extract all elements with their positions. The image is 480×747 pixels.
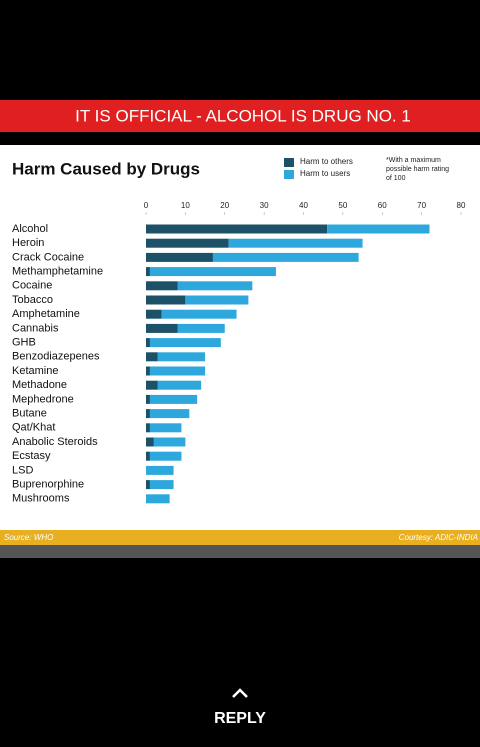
y-tick-label: Methadone bbox=[12, 379, 67, 391]
legend-swatch bbox=[284, 170, 294, 179]
y-tick-label: Mushrooms bbox=[12, 493, 70, 505]
y-tick-label: Anabolic Steroids bbox=[12, 436, 98, 448]
bar-segment bbox=[146, 252, 213, 262]
bar-segment bbox=[153, 437, 186, 447]
bar-segment bbox=[146, 352, 158, 362]
y-tick-label: Alcohol bbox=[12, 223, 48, 235]
bar-segment bbox=[161, 309, 237, 319]
bar-segment bbox=[146, 465, 174, 475]
bar-segment bbox=[327, 224, 430, 234]
bar-segment bbox=[149, 267, 276, 277]
bar-segment bbox=[149, 366, 206, 376]
bar-segment bbox=[149, 480, 174, 490]
chart-title: Harm Caused by Drugs bbox=[12, 159, 200, 178]
y-tick-label: Amphetamine bbox=[12, 308, 80, 320]
note: of 100 bbox=[386, 175, 406, 182]
bar-segment bbox=[149, 409, 190, 419]
courtesy: Courtesy: ADIC-INDIA bbox=[399, 533, 478, 542]
bar-segment bbox=[146, 224, 328, 234]
bar-segment bbox=[146, 309, 162, 319]
y-tick-label: Ketamine bbox=[12, 365, 58, 377]
bar-segment bbox=[149, 423, 182, 433]
bar-segment bbox=[149, 394, 198, 404]
x-tick-label: 50 bbox=[338, 201, 347, 210]
y-tick-label: Benzodiazepenes bbox=[12, 351, 100, 363]
y-tick-label: Mephedrone bbox=[12, 393, 74, 405]
y-tick-label: Tobacco bbox=[12, 294, 53, 306]
x-tick-label: 0 bbox=[144, 201, 149, 210]
legend-label: Harm to others bbox=[300, 157, 353, 166]
bar-segment bbox=[149, 451, 182, 461]
y-tick-label: Ecstasy bbox=[12, 450, 51, 462]
note: possible harm rating bbox=[386, 166, 449, 173]
y-tick-label: GHB bbox=[12, 337, 36, 349]
bar-segment bbox=[146, 409, 150, 419]
y-tick-label: Methamphetamine bbox=[12, 266, 103, 278]
bar-segment bbox=[146, 380, 158, 390]
x-tick-label: 30 bbox=[260, 201, 269, 210]
bar-segment bbox=[146, 366, 150, 376]
x-tick-label: 70 bbox=[417, 201, 426, 210]
x-tick-label: 10 bbox=[181, 201, 190, 210]
bar-segment bbox=[185, 295, 249, 305]
bar-segment bbox=[149, 338, 221, 348]
x-tick-label: 80 bbox=[457, 201, 466, 210]
x-tick-label: 60 bbox=[378, 201, 387, 210]
note: *With a maximum bbox=[386, 157, 441, 164]
x-tick-label: 40 bbox=[299, 201, 308, 210]
y-tick-label: Buprenorphine bbox=[12, 479, 84, 491]
bar-segment bbox=[146, 323, 178, 333]
bar-segment bbox=[157, 380, 202, 390]
y-tick-label: Heroin bbox=[12, 237, 44, 249]
footer-bar bbox=[0, 530, 480, 545]
legend-swatch bbox=[284, 158, 294, 167]
y-tick-label: Crack Cocaine bbox=[12, 251, 84, 263]
bar-segment bbox=[146, 423, 150, 433]
bar-segment bbox=[146, 494, 170, 504]
y-tick-label: Cocaine bbox=[12, 280, 52, 292]
chart-panel bbox=[0, 145, 480, 530]
bar-segment bbox=[146, 238, 229, 248]
bar-segment bbox=[212, 252, 359, 262]
bar-segment bbox=[177, 281, 253, 291]
bar-segment bbox=[146, 267, 150, 277]
bar-segment bbox=[146, 451, 150, 461]
bar-segment bbox=[146, 394, 150, 404]
bar-segment bbox=[146, 338, 150, 348]
bar-segment bbox=[146, 437, 154, 447]
reply-caret[interactable] bbox=[232, 688, 248, 698]
banner-bar bbox=[0, 100, 480, 132]
bar-segment bbox=[228, 238, 363, 248]
y-tick-label: Cannabis bbox=[12, 322, 59, 334]
x-tick-label: 20 bbox=[220, 201, 229, 210]
y-tick-label: Butane bbox=[12, 408, 47, 420]
bar-segment bbox=[146, 281, 178, 291]
banner-text: IT IS OFFICIAL - ALCOHOL IS DRUG NO. 1 bbox=[75, 106, 411, 125]
source: Source: WHO bbox=[4, 533, 53, 542]
bar-segment bbox=[146, 480, 150, 490]
y-tick-label: Qat/Khat bbox=[12, 422, 55, 434]
bar-segment bbox=[146, 295, 186, 305]
y-tick-label: LSD bbox=[12, 464, 33, 476]
bar-segment bbox=[177, 323, 225, 333]
gray-strip bbox=[0, 545, 480, 558]
bar-segment bbox=[157, 352, 206, 362]
legend-label: Harm to users bbox=[300, 169, 350, 178]
reply-button[interactable]: REPLY bbox=[214, 710, 266, 727]
